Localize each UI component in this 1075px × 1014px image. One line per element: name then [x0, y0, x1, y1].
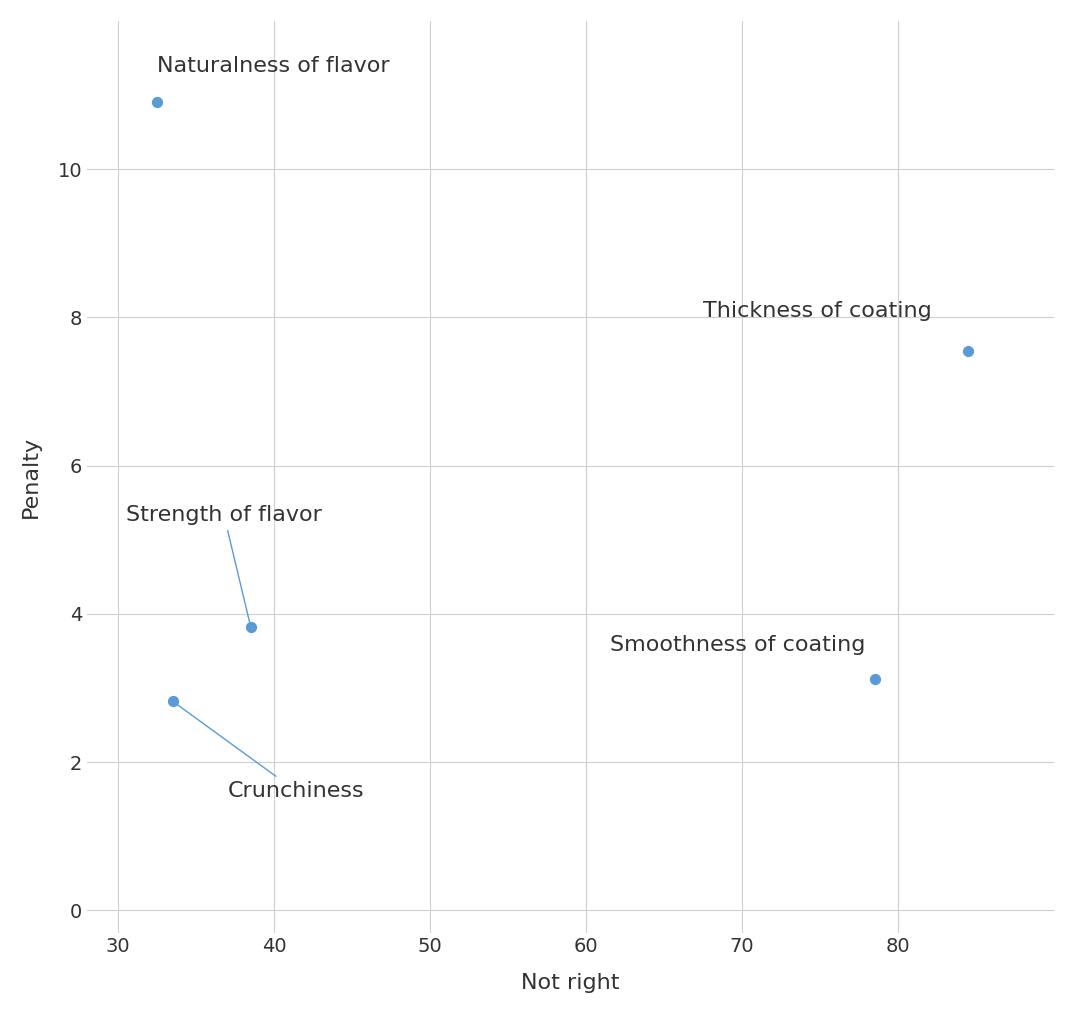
Point — [866, 671, 884, 687]
Text: Thickness of coating: Thickness of coating — [703, 301, 932, 321]
X-axis label: Not right: Not right — [521, 973, 620, 993]
Point — [148, 94, 166, 111]
Point — [164, 694, 182, 710]
Point — [960, 343, 977, 359]
Text: Smoothness of coating: Smoothness of coating — [610, 635, 865, 655]
Text: Naturalness of flavor: Naturalness of flavor — [157, 57, 390, 76]
Text: Strength of flavor: Strength of flavor — [126, 505, 321, 625]
Point — [242, 620, 259, 636]
Y-axis label: Penalty: Penalty — [20, 436, 41, 518]
Text: Crunchiness: Crunchiness — [175, 703, 364, 801]
